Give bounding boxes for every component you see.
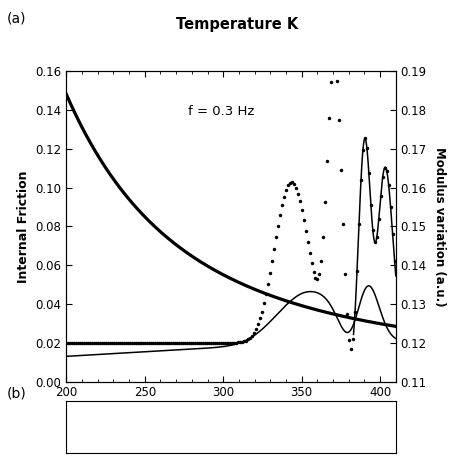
Text: (a): (a) xyxy=(7,12,27,26)
X-axis label: Temperature K: Temperature K xyxy=(176,405,286,418)
Y-axis label: Internal Friction: Internal Friction xyxy=(17,170,30,283)
Text: Temperature K: Temperature K xyxy=(176,17,298,32)
Y-axis label: Modulus variation (a.u.): Modulus variation (a.u.) xyxy=(433,146,446,306)
Text: f = 0.3 Hz: f = 0.3 Hz xyxy=(188,105,255,118)
Text: (b): (b) xyxy=(7,386,27,401)
